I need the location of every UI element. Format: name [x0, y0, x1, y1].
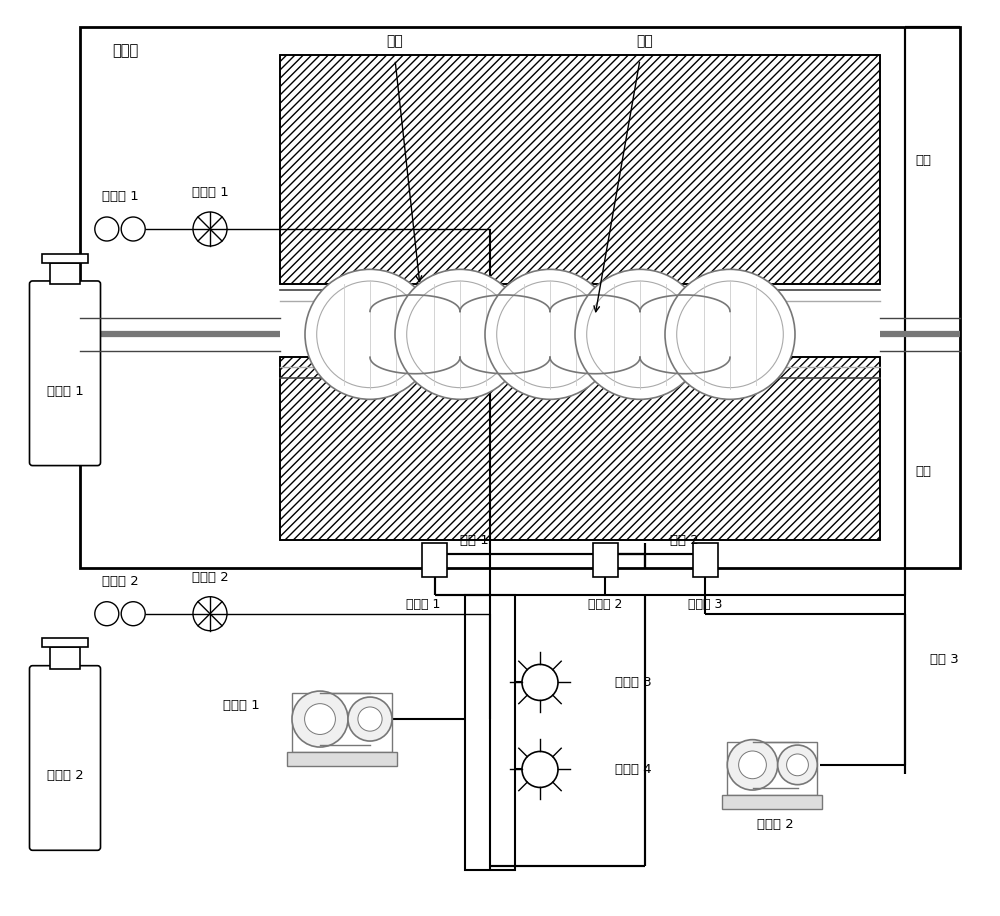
Bar: [693, 542, 718, 577]
FancyBboxPatch shape: [30, 666, 100, 850]
Bar: [722, 795, 822, 809]
Bar: [42, 638, 88, 648]
Text: 芯板: 芯板: [637, 34, 653, 49]
Circle shape: [292, 691, 348, 747]
Circle shape: [665, 269, 795, 399]
Bar: [287, 752, 397, 766]
Text: 减压器 1: 减压器 1: [102, 191, 138, 203]
Circle shape: [193, 596, 227, 631]
Bar: [50, 648, 80, 669]
Text: 气路 1: 气路 1: [460, 534, 489, 547]
Bar: [50, 263, 80, 284]
Circle shape: [575, 269, 705, 399]
Bar: [80, 27, 960, 568]
Circle shape: [305, 269, 435, 399]
Text: 真空泵 2: 真空泵 2: [757, 818, 793, 831]
Bar: [280, 55, 880, 284]
Circle shape: [348, 697, 392, 741]
Text: 真空泵 1: 真空泵 1: [223, 699, 260, 712]
Bar: [42, 254, 88, 263]
Bar: [593, 542, 618, 577]
Circle shape: [739, 751, 766, 779]
Text: 控制阀 4: 控制阀 4: [615, 763, 652, 776]
Circle shape: [305, 703, 335, 735]
Text: 连接阀 2: 连接阀 2: [588, 598, 622, 611]
Circle shape: [522, 664, 558, 701]
Text: 气路 2: 气路 2: [670, 534, 699, 547]
Circle shape: [358, 707, 382, 731]
Circle shape: [727, 739, 778, 791]
Text: 控制阀 3: 控制阀 3: [615, 676, 652, 689]
Circle shape: [395, 269, 525, 399]
Text: 氩气瓶 1: 氩气瓶 1: [47, 385, 83, 398]
Circle shape: [787, 754, 808, 776]
Bar: [280, 357, 880, 540]
Bar: [280, 55, 880, 284]
Bar: [465, 595, 515, 870]
Text: 连接阀 1: 连接阀 1: [406, 598, 440, 611]
Text: 控制阀 1: 控制阀 1: [192, 186, 228, 199]
Circle shape: [95, 602, 119, 626]
Bar: [280, 357, 880, 540]
Text: 气路 3: 气路 3: [930, 653, 959, 666]
Bar: [292, 693, 392, 752]
Text: 减压器 2: 减压器 2: [102, 575, 138, 588]
Circle shape: [95, 217, 119, 241]
Circle shape: [778, 745, 817, 785]
Text: 面板: 面板: [387, 34, 403, 49]
Text: 连接阀 3: 连接阀 3: [688, 598, 722, 611]
Text: 真空室: 真空室: [112, 43, 138, 58]
Circle shape: [121, 602, 145, 626]
Bar: [727, 742, 817, 795]
Circle shape: [193, 212, 227, 246]
Text: 控制阀 2: 控制阀 2: [192, 571, 228, 583]
Circle shape: [121, 217, 145, 241]
FancyBboxPatch shape: [30, 281, 100, 465]
Bar: [422, 542, 447, 577]
Text: 上模: 上模: [915, 154, 931, 167]
Circle shape: [522, 751, 558, 788]
Circle shape: [485, 269, 615, 399]
Text: 氩气瓶 2: 氩气瓶 2: [47, 769, 83, 782]
Text: 下模: 下模: [915, 465, 931, 478]
